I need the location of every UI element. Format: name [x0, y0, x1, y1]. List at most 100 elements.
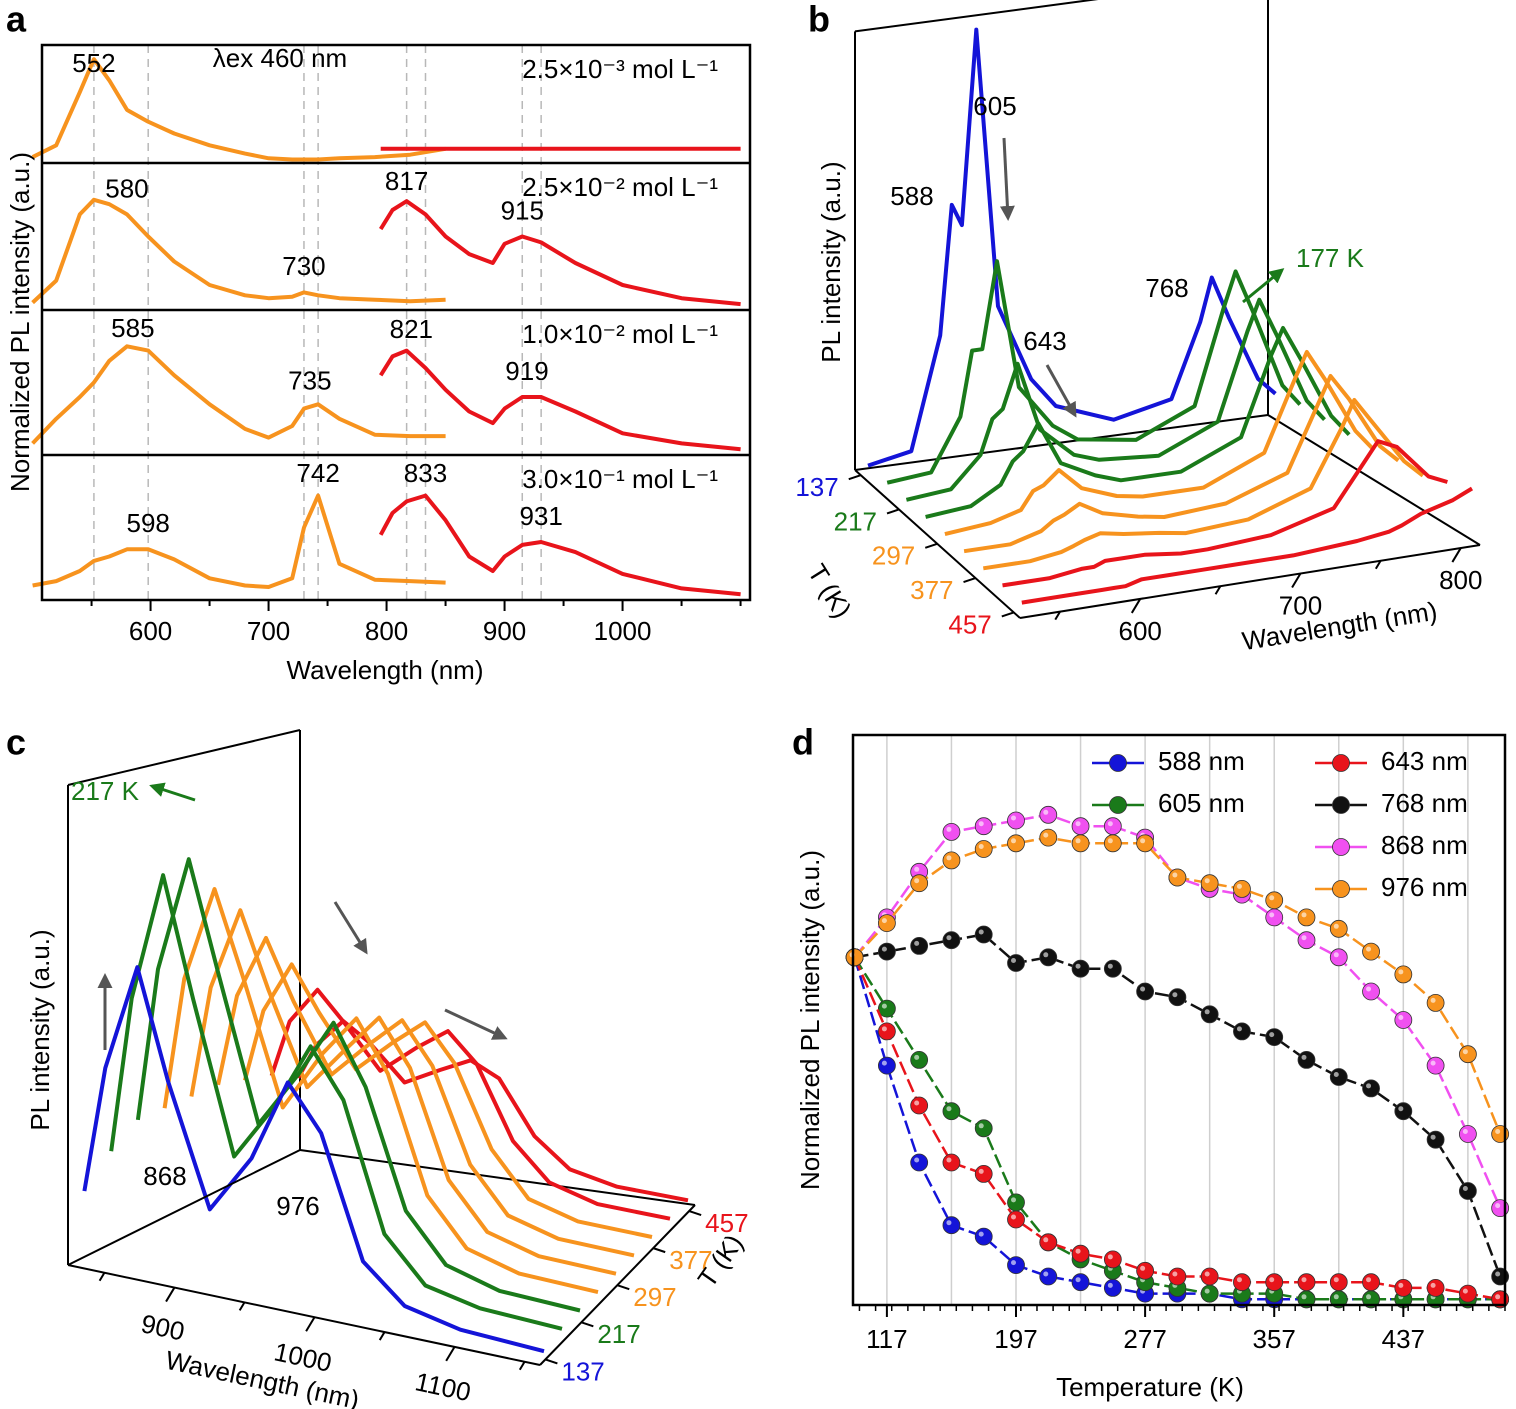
- point-highlight: [1075, 838, 1081, 844]
- data-point: [877, 914, 896, 932]
- point-highlight: [881, 918, 887, 924]
- point-highlight: [1430, 1282, 1436, 1288]
- point-highlight: [978, 929, 984, 935]
- spectrum: [162, 887, 599, 1295]
- point-highlight: [1140, 838, 1146, 844]
- point-highlight: [1075, 963, 1081, 969]
- peak-annotation: 976: [276, 1191, 319, 1221]
- peak-annotation: 588: [890, 181, 933, 211]
- legend-label: 588 nm: [1158, 746, 1245, 776]
- data-point: [1297, 1051, 1316, 1069]
- data-point: [974, 1119, 993, 1138]
- data-point: [1426, 1130, 1445, 1149]
- data-point: [877, 942, 896, 961]
- data-point: [1426, 1279, 1445, 1297]
- data-point: [1362, 942, 1380, 961]
- z-tick-label: 297: [872, 541, 915, 571]
- point-highlight: [1011, 1260, 1016, 1266]
- point-highlight: [1462, 1049, 1468, 1055]
- point-highlight: [1107, 1282, 1113, 1288]
- data-point: [1329, 919, 1348, 938]
- point-highlight: [1140, 1265, 1146, 1271]
- data-point: [877, 1056, 896, 1075]
- point-highlight: [881, 1026, 887, 1032]
- data-point: [1200, 874, 1219, 893]
- floor-edge: [67, 1149, 301, 1266]
- point-highlight: [1333, 1294, 1339, 1300]
- series-line: [853, 956, 1501, 1301]
- floor-edge: [854, 414, 1269, 471]
- x-tick: [518, 1361, 526, 1371]
- data-point: [1233, 880, 1251, 898]
- point-highlight: [1462, 1129, 1468, 1134]
- x-tick-label: 117: [866, 1324, 907, 1354]
- x-tick-label: 357: [1253, 1324, 1296, 1354]
- point-highlight: [1043, 952, 1049, 958]
- concentration-label: 2.5×10⁻² mol L⁻¹: [522, 172, 718, 202]
- data-point: [1039, 1267, 1058, 1286]
- z-tick: [963, 577, 976, 584]
- z-tick: [1001, 611, 1015, 618]
- legend-label: 868 nm: [1381, 830, 1468, 860]
- x-tick-label: 197: [994, 1324, 1037, 1354]
- point-highlight: [1269, 912, 1275, 918]
- data-point: [942, 1216, 961, 1235]
- data-point: [942, 931, 961, 950]
- x-tick-label: 1100: [413, 1366, 474, 1407]
- legend-marker: [1332, 754, 1350, 772]
- excitation-label: λex 460 nm: [213, 43, 347, 73]
- x-axis-label: Wavelength (nm): [1240, 596, 1439, 656]
- point-highlight: [1398, 1015, 1404, 1020]
- data-point: [1362, 1079, 1380, 1098]
- y-axis-label: PL intensity (a.u.): [816, 161, 846, 362]
- wavelength-axis: [1019, 544, 1481, 619]
- point-highlight: [1366, 986, 1372, 992]
- point-highlight: [1269, 1032, 1275, 1038]
- point-highlight: [1333, 952, 1339, 958]
- z-tick-label: 137: [561, 1356, 604, 1386]
- y-axis-label: Normalized PL intensity (a.u.): [5, 152, 35, 492]
- spectrum: [269, 987, 671, 1221]
- point-highlight: [1366, 946, 1372, 952]
- data-point: [974, 1227, 993, 1246]
- point-highlight: [1043, 832, 1049, 838]
- data-point: [974, 925, 993, 944]
- data-point: [974, 1165, 993, 1183]
- concentration-label: 3.0×10⁻¹ mol L⁻¹: [522, 464, 718, 494]
- wavelength-axis: [67, 1264, 541, 1366]
- data-point: [910, 937, 929, 955]
- data-point: [1071, 959, 1090, 978]
- peak-label: 585: [111, 313, 154, 343]
- data-point: [1265, 908, 1284, 927]
- data-point: [1394, 1011, 1413, 1029]
- x-tick: [305, 1316, 316, 1332]
- point-highlight: [1043, 1237, 1049, 1243]
- spectrum: [135, 857, 581, 1313]
- box-edge: [67, 729, 301, 786]
- x-tick-label: 600: [129, 616, 172, 646]
- point-highlight: [978, 821, 984, 827]
- z-axis-label: T (K): [802, 559, 858, 623]
- concentration-label: 2.5×10⁻³ mol L⁻¹: [522, 54, 718, 84]
- z-tick: [848, 474, 862, 481]
- spectrum: [32, 493, 446, 589]
- data-point: [1458, 1125, 1477, 1143]
- data-point: [910, 874, 929, 893]
- data-point: [877, 999, 896, 1018]
- point-highlight: [1236, 1277, 1242, 1283]
- data-point: [1297, 1273, 1316, 1292]
- spectrum: [963, 374, 1400, 554]
- point-highlight: [1204, 878, 1210, 884]
- data-point: [1233, 1022, 1251, 1041]
- legend-marker: [1109, 754, 1127, 772]
- data-point: [974, 840, 993, 858]
- plot-frame: [40, 43, 752, 602]
- trend-arrow: [1045, 364, 1077, 418]
- data-point: [1458, 1045, 1477, 1064]
- x-axis-label: Temperature (K): [1056, 1372, 1244, 1402]
- point-highlight: [1107, 838, 1113, 844]
- point-highlight: [1301, 1054, 1307, 1060]
- data-point: [1039, 948, 1058, 967]
- data-point: [1071, 1244, 1090, 1263]
